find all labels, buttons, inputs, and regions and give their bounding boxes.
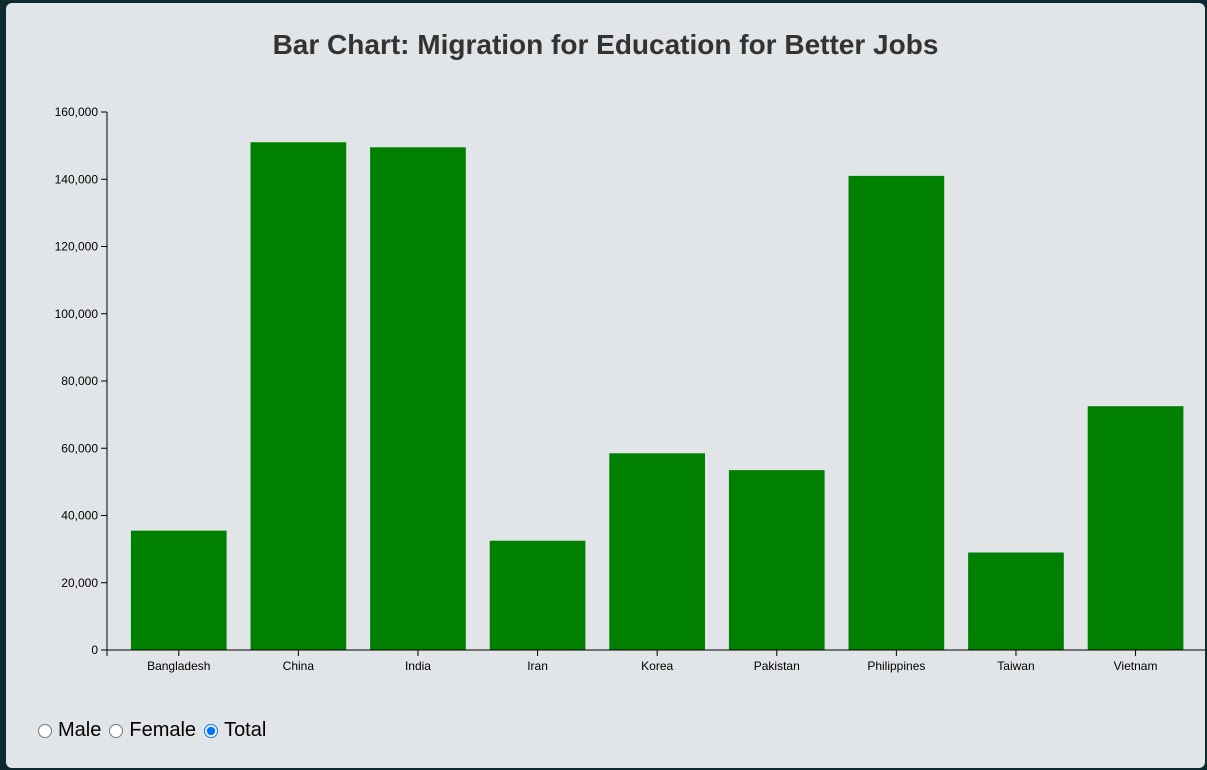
bar-pakistan[interactable] — [728, 470, 825, 650]
x-tick-label-korea: Korea — [641, 659, 673, 673]
x-tick-label-vietnam: Vietnam — [1114, 659, 1158, 673]
radio-label-male: Male — [58, 719, 102, 741]
bar-korea[interactable] — [609, 453, 705, 650]
y-tick-label: 0 — [91, 643, 98, 657]
x-tick-label-bangladesh: Bangladesh — [147, 659, 210, 673]
y-tick-label: 160,000 — [55, 105, 99, 119]
y-tick-label: 100,000 — [55, 307, 99, 321]
y-tick-label: 140,000 — [55, 172, 99, 186]
y-tick-label: 20,000 — [61, 576, 98, 590]
bar-philippines[interactable] — [848, 175, 945, 650]
y-tick-label: 60,000 — [61, 441, 98, 455]
x-tick-label-taiwan: Taiwan — [997, 659, 1034, 673]
radio-male[interactable] — [38, 723, 52, 738]
gender-radio-group: Male Female Total — [38, 719, 274, 742]
radio-label-total: Total — [224, 719, 267, 741]
bar-vietnam[interactable] — [1087, 406, 1184, 650]
bars — [130, 142, 1184, 650]
x-axis: Bangladesh China India Iran Korea Pakistan Phi… — [107, 649, 1205, 673]
radio-option-male[interactable]: Male — [38, 719, 101, 742]
radio-label-female: Female — [129, 719, 197, 741]
y-tick-label: 80,000 — [61, 374, 98, 388]
radio-option-female[interactable]: Female — [109, 719, 196, 742]
x-tick-label-pakistan: Pakistan — [754, 659, 800, 673]
bar-india[interactable] — [370, 147, 466, 650]
chart-title: Bar Chart: Migration for Education for B… — [272, 29, 939, 60]
y-axis: 0 20,000 40,000 60,000 80,000 100,000 120,000 1… — [55, 105, 108, 657]
y-tick-label: 120,000 — [55, 240, 99, 254]
bar-chart: 0 20,000 40,000 60,000 80,000 100,000 120,000 1… — [55, 105, 1205, 673]
y-tick-label: 40,000 — [61, 509, 98, 523]
bar-taiwan[interactable] — [968, 552, 1064, 650]
radio-total[interactable] — [204, 723, 219, 738]
x-tick-label-india: India — [405, 659, 431, 673]
radio-option-total[interactable]: Total — [204, 719, 266, 742]
radio-female[interactable] — [109, 723, 124, 738]
bar-bangladesh[interactable] — [130, 530, 227, 650]
x-tick-label-philippines: Philippines — [867, 659, 925, 673]
bar-china[interactable] — [250, 142, 347, 650]
x-tick-label-china: China — [283, 659, 315, 673]
x-tick-label-iran: Iran — [527, 659, 548, 673]
chart-panel: Bar Chart: Migration for Education for B… — [6, 3, 1205, 768]
bar-iran[interactable] — [489, 540, 586, 650]
